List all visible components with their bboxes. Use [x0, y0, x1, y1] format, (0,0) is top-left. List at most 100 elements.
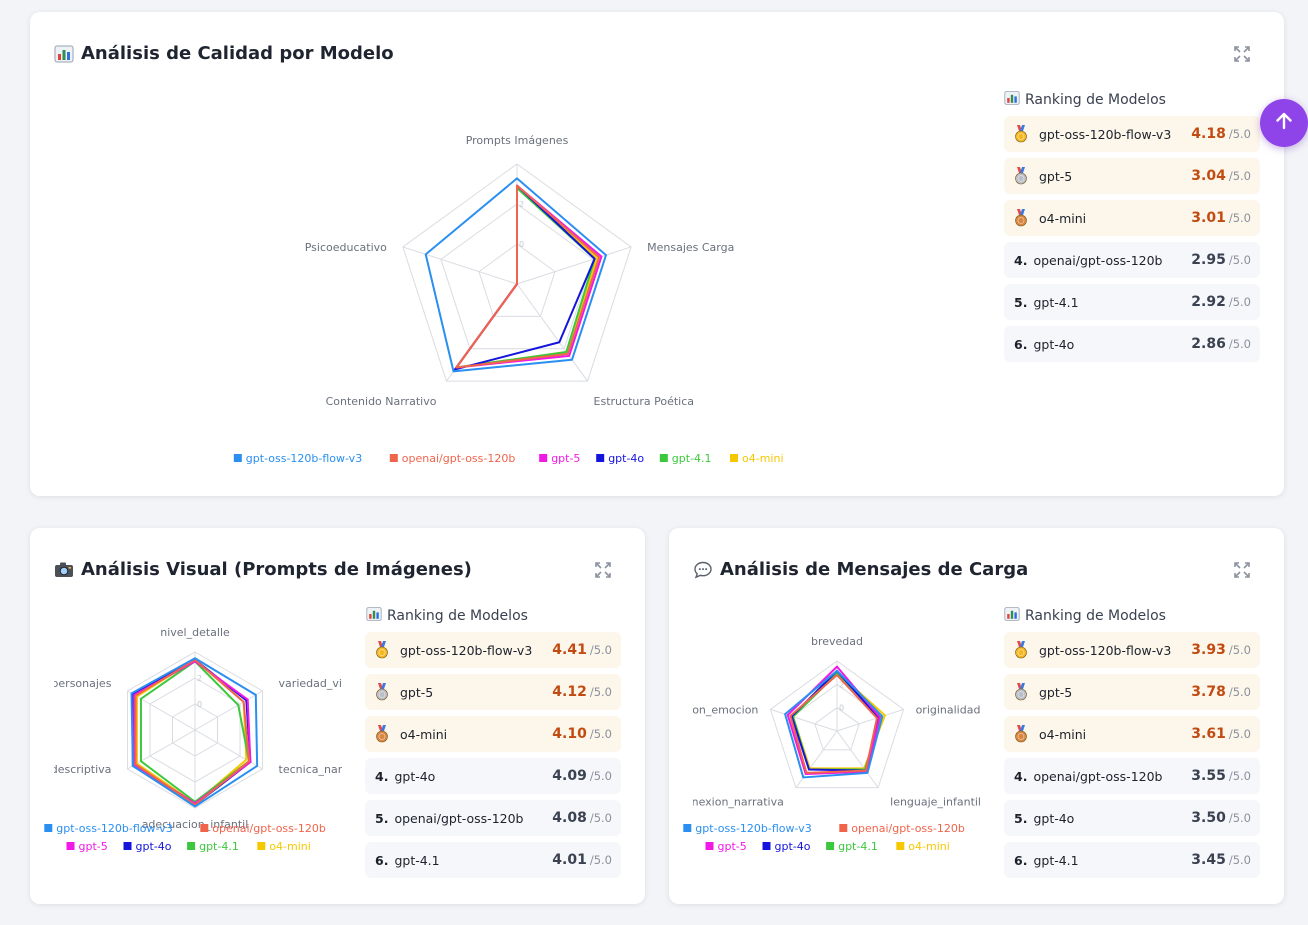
legend-swatch: [257, 842, 266, 850]
ranking-item[interactable]: 6. gpt-4.1 3.45/5.0: [1004, 842, 1260, 878]
legend-item-gpt-4o[interactable]: gpt-4o: [596, 452, 644, 465]
ranking-item[interactable]: 6. gpt-4o 2.86/5.0: [1004, 326, 1260, 362]
ranking-item[interactable]: o4-mini 4.10/5.0: [365, 716, 621, 752]
ranking-item[interactable]: gpt-5 3.04/5.0: [1004, 158, 1260, 194]
visual-analysis-card: Análisis Visual (Prompts de Imágenes) 0 2…: [30, 528, 645, 904]
quality-title-text: Análisis de Calidad por Modelo: [81, 43, 394, 64]
legend-item-gpt-5[interactable]: gpt-5: [705, 840, 747, 853]
tick-label: 0: [839, 704, 844, 713]
messages-radar-chart: 02brevedadoriginalidadlenguaje_infantilo…: [683, 635, 981, 853]
legend-item-gpt-oss-120b-flow-v3[interactable]: gpt-oss-120b-flow-v3: [233, 452, 362, 465]
legend-swatch: [596, 454, 605, 462]
series-gpt-oss-120b-flow-v3: [784, 669, 884, 779]
tick-label: 0: [197, 700, 202, 709]
legend-item-o4-mini[interactable]: o4-mini: [896, 840, 950, 853]
legend-label: gpt-5: [551, 452, 580, 465]
bar-chart-icon: [1004, 606, 1020, 626]
legend-swatch: [123, 842, 132, 850]
legend-item-gpt-4o[interactable]: gpt-4o: [762, 840, 811, 853]
quality-legend: gpt-oss-120b-flow-v3 openai/gpt-oss-120b g…: [233, 452, 784, 465]
legend-item-gpt-4-1[interactable]: gpt-4.1: [187, 840, 239, 853]
legend-item-gpt-4-1[interactable]: gpt-4.1: [826, 840, 878, 853]
ranking-item[interactable]: gpt-oss-120b-flow-v3 4.18/5.0: [1004, 116, 1260, 152]
rank-score: 3.01: [1191, 210, 1226, 226]
messages-expand-button[interactable]: [1231, 559, 1253, 581]
messages-title-text: Análisis de Mensajes de Carga: [720, 559, 1029, 580]
legend-swatch: [762, 842, 771, 850]
legend-label: gpt-5: [718, 840, 747, 853]
ranking-item[interactable]: 5. gpt-4.1 2.92/5.0: [1004, 284, 1260, 320]
grid-spoke: [194, 729, 263, 770]
ranking-item[interactable]: 4. openai/gpt-oss-120b 2.95/5.0: [1004, 242, 1260, 278]
rank-model-name: gpt-oss-120b-flow-v3: [1039, 126, 1172, 142]
quality-ranking-list: gpt-oss-120b-flow-v3 4.18/5.0 gpt-5 3.04/5.…: [1004, 116, 1260, 368]
ranking-item[interactable]: gpt-5 3.78/5.0: [1004, 674, 1260, 710]
rank-score: 4.01: [552, 852, 587, 868]
grid-ring: [402, 163, 632, 382]
camera-icon: [54, 560, 74, 580]
quality-expand-button[interactable]: [1231, 43, 1253, 65]
ranking-item[interactable]: o4-mini 3.01/5.0: [1004, 200, 1260, 236]
rank-score-max: /5.0: [1228, 643, 1251, 657]
legend-item-gpt-oss-120b-flow-v3[interactable]: gpt-oss-120b-flow-v3: [44, 822, 173, 835]
gold-medal-icon: [1014, 641, 1030, 659]
axis-label-psicoeducativo: Psicoeducativo: [305, 241, 387, 254]
ranking-item[interactable]: gpt-oss-120b-flow-v3 4.41/5.0: [365, 632, 621, 668]
axis-label-tecnica-narra: tecnica_narra: [279, 763, 354, 776]
rank-position: 6.: [1014, 336, 1028, 352]
rank-model-name: gpt-4o: [394, 768, 436, 784]
legend-item-gpt-4o[interactable]: gpt-4o: [123, 840, 172, 853]
ranking-item[interactable]: o4-mini 3.61/5.0: [1004, 716, 1260, 752]
series-gpt-5: [786, 665, 881, 776]
rank-model-name: openai/gpt-oss-120b: [1033, 252, 1163, 268]
legend-item-o4-mini[interactable]: o4-mini: [730, 452, 784, 465]
rank-model-name: gpt-4o: [1033, 810, 1075, 826]
legend-label: gpt-4o: [608, 452, 644, 465]
tick-label: 2: [839, 680, 844, 689]
bar-chart-icon: [1004, 90, 1020, 110]
rank-score-max: /5.0: [589, 643, 612, 657]
grid-ring: [814, 707, 860, 751]
legend-swatch: [539, 454, 548, 462]
legend-swatch: [66, 842, 75, 850]
rank-model-name: gpt-4o: [1033, 336, 1075, 352]
axis-label-nivel-detalle: nivel_detalle: [160, 626, 230, 639]
rank-score: 3.04: [1191, 168, 1226, 184]
rank-score-max: /5.0: [1228, 769, 1251, 783]
ranking-item[interactable]: gpt-5 4.12/5.0: [365, 674, 621, 710]
legend-item-openai-gpt-oss-120b[interactable]: openai/gpt-oss-120b: [839, 822, 965, 835]
legend-item-openai-gpt-oss-120b[interactable]: openai/gpt-oss-120b: [389, 452, 516, 465]
rank-model-name: o4-mini: [400, 726, 448, 742]
ranking-item[interactable]: gpt-oss-120b-flow-v3 3.93/5.0: [1004, 632, 1260, 668]
legend-item-gpt-4-1[interactable]: gpt-4.1: [659, 452, 712, 465]
ranking-item[interactable]: 5. gpt-4o 3.50/5.0: [1004, 800, 1260, 836]
rank-score: 3.93: [1191, 642, 1226, 658]
visual-radar-chart: 0 2 nivel_detalle variedad_visu tecnica_narr…: [38, 626, 354, 853]
legend-item-o4-mini[interactable]: o4-mini: [257, 840, 311, 853]
legend-item-gpt-5[interactable]: gpt-5: [66, 840, 108, 853]
rank-score-max: /5.0: [1228, 727, 1251, 741]
rank-position: 6.: [375, 852, 389, 868]
legend-item-openai-gpt-oss-120b[interactable]: openai/gpt-oss-120b: [200, 822, 326, 835]
quality-card-title: Análisis de Calidad por Modelo: [54, 43, 394, 64]
rank-score: 3.50: [1191, 810, 1226, 826]
legend-item-gpt-5[interactable]: gpt-5: [539, 452, 580, 465]
visual-expand-button[interactable]: [592, 559, 614, 581]
visual-ranking-title: Ranking de Modelos: [366, 606, 528, 626]
ranking-item[interactable]: 4. gpt-4o 4.09/5.0: [365, 758, 621, 794]
silver-medal-icon: [1014, 167, 1030, 185]
visual-legend: gpt-oss-120b-flow-v3 openai/gpt-oss-120b g…: [44, 822, 326, 853]
rank-score: 3.45: [1191, 852, 1226, 868]
axis-label-d-descriptiva: d_descriptiva: [38, 763, 111, 776]
scroll-to-top-button[interactable]: [1260, 99, 1308, 147]
grid-spoke: [516, 246, 632, 285]
ranking-item[interactable]: 4. openai/gpt-oss-120b 3.55/5.0: [1004, 758, 1260, 794]
rank-position: 5.: [1014, 294, 1028, 310]
messages-analysis-card: Análisis de Mensajes de Carga 0 2 brevedad…: [669, 528, 1284, 904]
grid-spoke: [402, 246, 518, 285]
legend-item-gpt-oss-120b-flow-v3[interactable]: gpt-oss-120b-flow-v3: [683, 822, 812, 835]
bar-chart-icon: [54, 44, 74, 64]
ranking-item[interactable]: 5. openai/gpt-oss-120b 4.08/5.0: [365, 800, 621, 836]
ranking-item[interactable]: 6. gpt-4.1 4.01/5.0: [365, 842, 621, 878]
legend-swatch: [705, 842, 714, 850]
